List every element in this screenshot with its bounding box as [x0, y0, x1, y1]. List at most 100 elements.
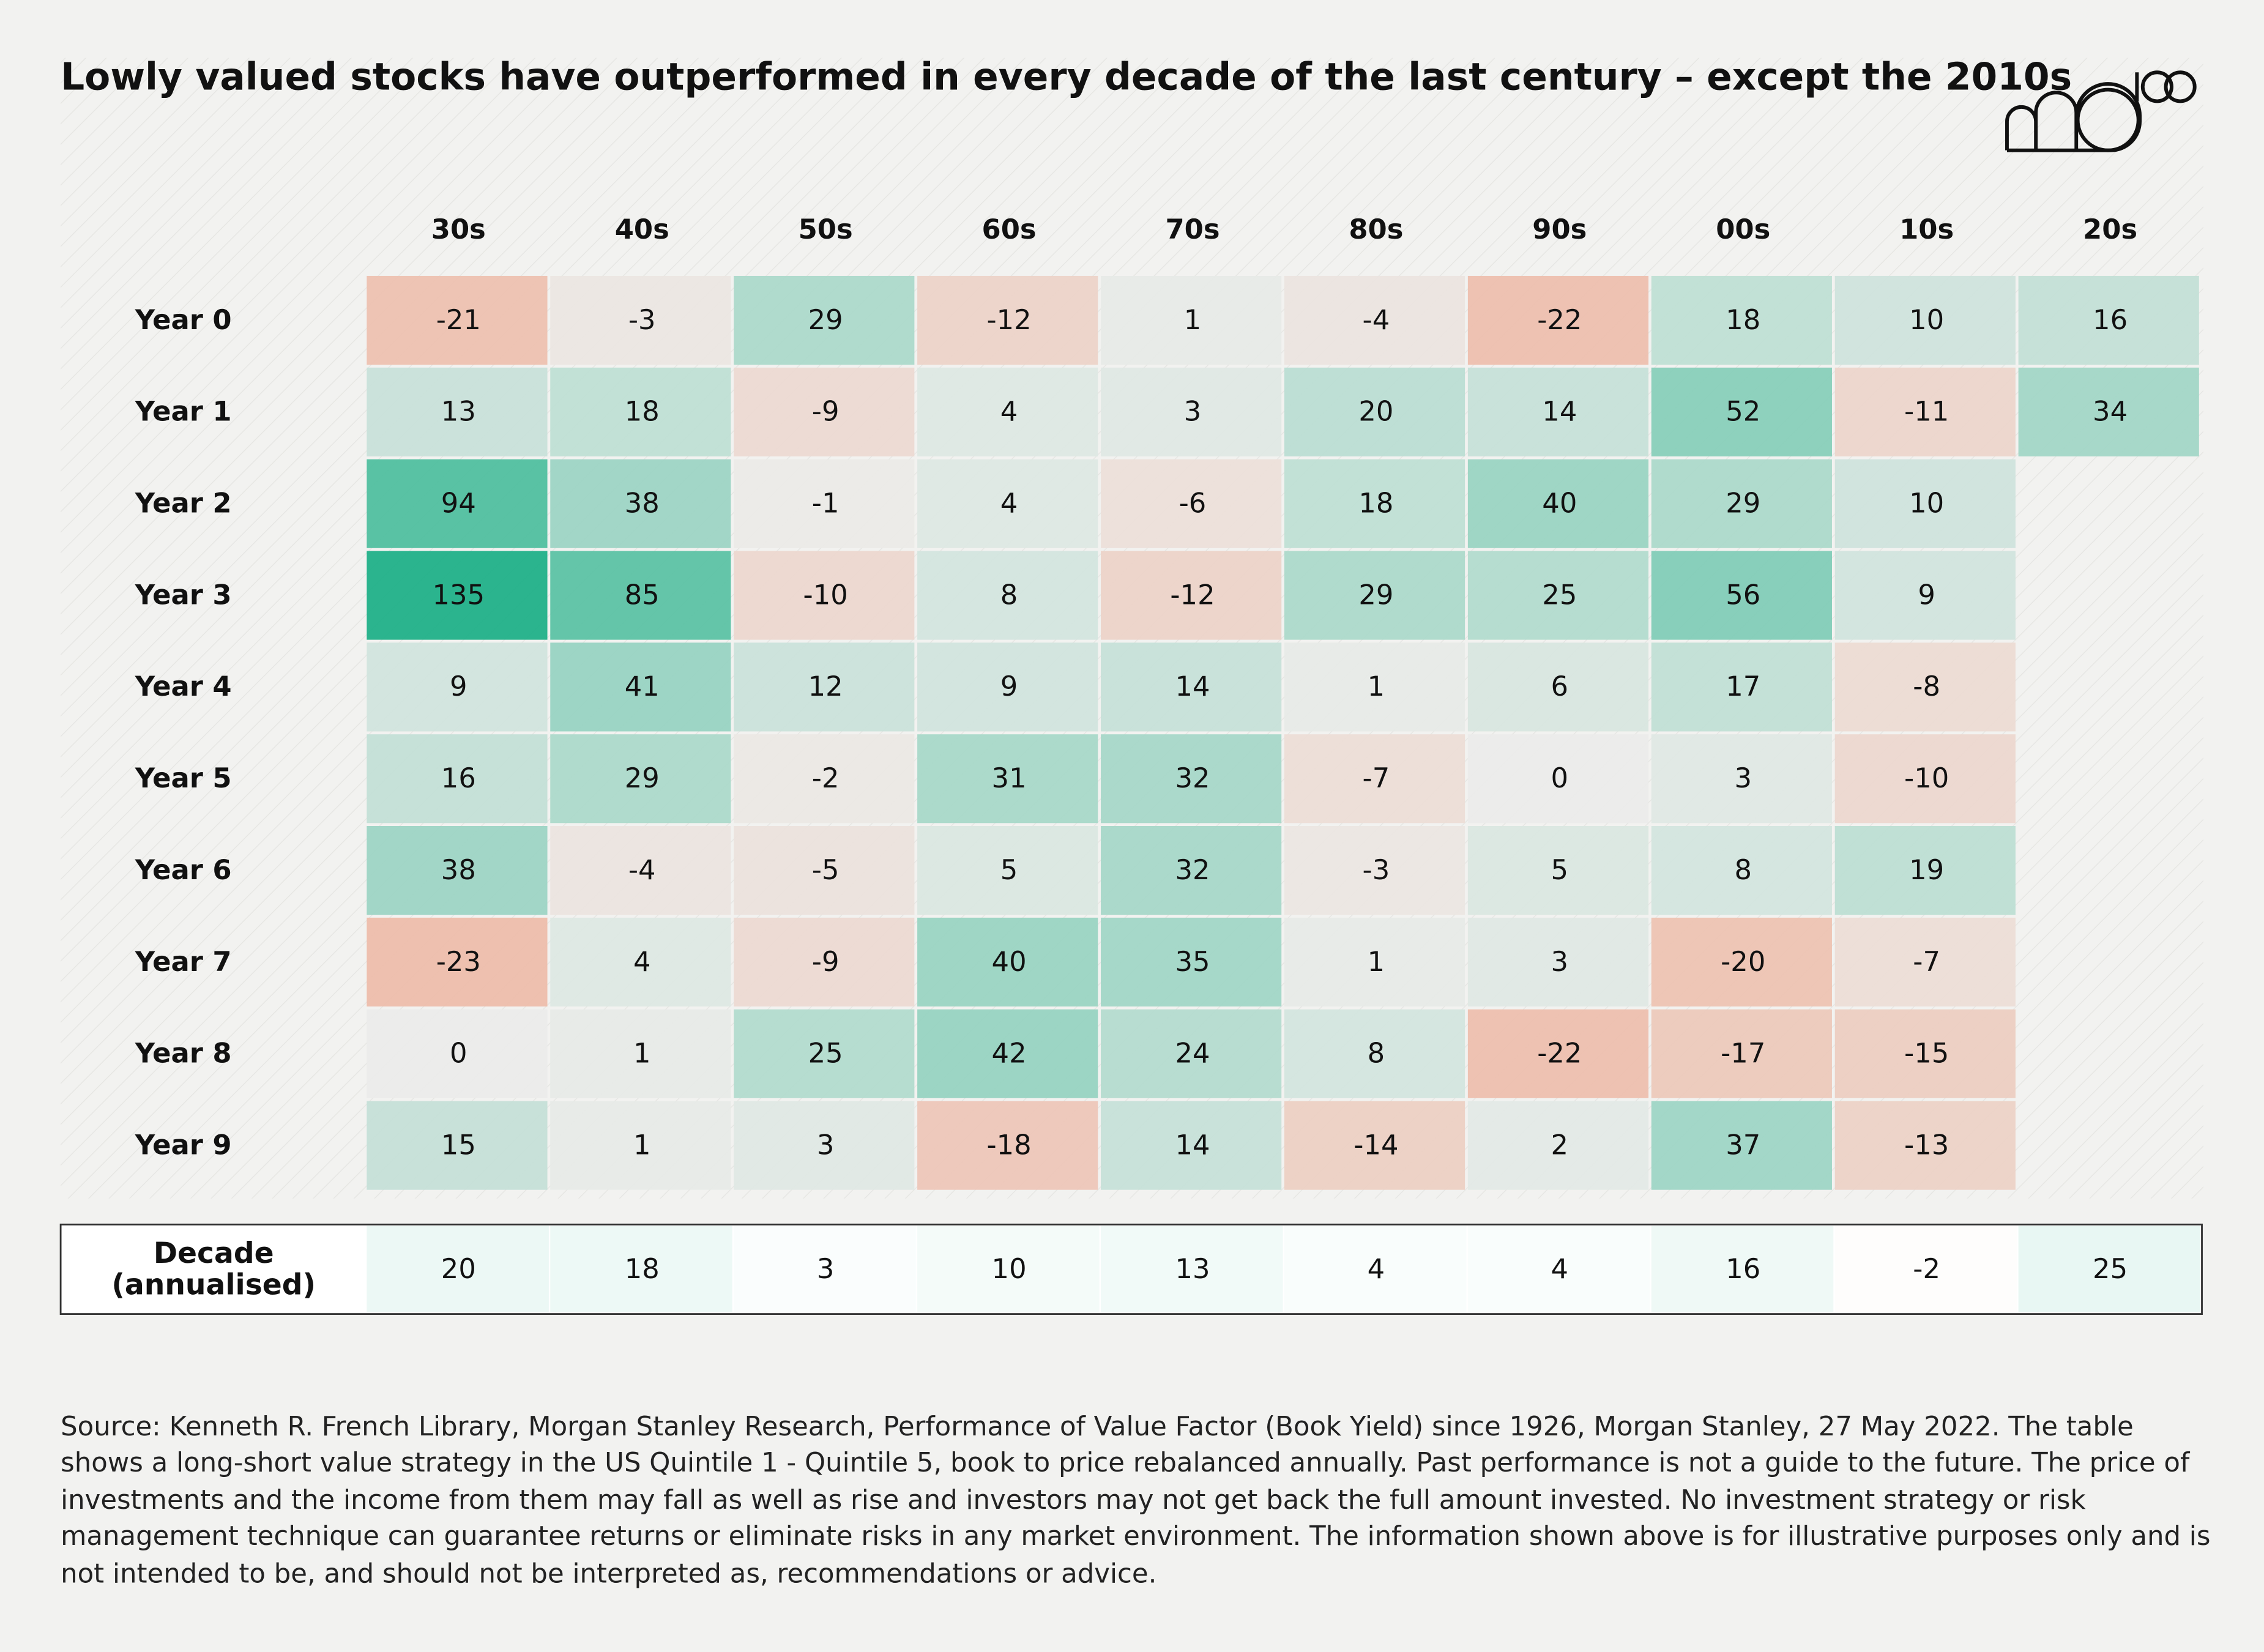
cell-value: -17	[1721, 1037, 1765, 1070]
cell-value: 19	[1909, 854, 1944, 886]
cell	[1467, 275, 1649, 365]
cell	[1651, 367, 1832, 456]
cell-value: -18	[986, 1128, 1031, 1161]
cell	[1284, 1009, 1465, 1098]
cell-value: 13	[441, 395, 476, 428]
cell	[1101, 734, 1282, 824]
cell	[550, 551, 731, 640]
cell	[1284, 275, 1465, 365]
cell-value: -12	[986, 303, 1031, 336]
cell-value: -13	[1904, 1128, 1949, 1161]
cell	[734, 826, 915, 915]
cell	[1284, 917, 1465, 1006]
cell	[1651, 642, 1832, 732]
cell	[1467, 459, 1649, 548]
cell-value: 34	[2093, 395, 2128, 428]
summary-value: 10	[992, 1252, 1027, 1285]
cell-value: -3	[628, 303, 656, 336]
summary-cell	[1651, 1226, 1834, 1313]
cell	[1101, 1101, 1282, 1190]
cell	[367, 1009, 548, 1098]
cell-value: 17	[1726, 670, 1760, 702]
cell-value: 8	[1734, 854, 1752, 886]
cell	[917, 1101, 1098, 1190]
source-note: Source: Kenneth R. French Library, Morga…	[61, 1412, 2211, 1590]
row-label: Year 4	[135, 670, 232, 702]
cell-value: 3	[817, 1128, 835, 1161]
cell	[734, 551, 915, 640]
cell	[1651, 1009, 1832, 1098]
cell	[1467, 826, 1649, 915]
cell	[1834, 642, 2016, 732]
cell-value: 25	[1542, 578, 1577, 611]
cell	[1834, 275, 2016, 365]
cell-value: -22	[1537, 303, 1582, 336]
cell-value: 29	[808, 303, 843, 336]
summary-cell	[550, 1226, 732, 1313]
cell	[367, 642, 548, 732]
cell	[734, 459, 915, 548]
cell-value: -1	[812, 487, 840, 519]
cell-value: 32	[1175, 762, 1210, 794]
cell	[1651, 459, 1832, 548]
cell-value: -10	[803, 578, 848, 611]
row-label: Year 8	[135, 1037, 232, 1070]
row-label: Year 5	[135, 762, 232, 794]
summary-label: (annualised)	[111, 1268, 316, 1302]
cell-value: 16	[2093, 303, 2128, 336]
cell	[367, 734, 548, 824]
column-label: 70s	[1165, 213, 1220, 245]
cell-value: 38	[441, 854, 476, 886]
row-label: Year 7	[135, 945, 232, 978]
cell-value: 16	[441, 762, 476, 794]
cell	[734, 275, 915, 365]
cell	[734, 917, 915, 1006]
cell-value: 38	[625, 487, 660, 519]
cell	[550, 1009, 731, 1098]
cell	[917, 826, 1098, 915]
cell-value: 5	[1551, 854, 1569, 886]
cell	[2018, 367, 2199, 456]
row-label: Year 0	[135, 303, 232, 336]
cell-value: 18	[625, 395, 660, 428]
cell-value: -14	[1354, 1128, 1398, 1161]
summary-cell	[917, 1226, 1100, 1313]
cell	[1834, 826, 2016, 915]
summary-cell	[1284, 1226, 1467, 1313]
cell	[1834, 1101, 2016, 1190]
cell-value: -7	[1913, 945, 1940, 978]
cell	[1834, 917, 2016, 1006]
cell	[550, 1101, 731, 1190]
summary-value: 20	[441, 1252, 476, 1285]
cell-value: 3	[1184, 395, 1202, 428]
cell-value: 8	[1000, 578, 1018, 611]
cell-value: 0	[1551, 762, 1569, 794]
summary-cell	[1467, 1226, 1650, 1313]
summary-cell	[367, 1226, 549, 1313]
cell	[1651, 551, 1832, 640]
cell-value: 29	[625, 762, 660, 794]
cell	[550, 459, 731, 548]
cell-value: 29	[1358, 578, 1393, 611]
summary-value: 25	[2093, 1252, 2128, 1285]
cell-value: 4	[1000, 487, 1018, 519]
cell	[367, 459, 548, 548]
summary-value: 13	[1175, 1252, 1210, 1285]
column-label: 50s	[799, 213, 853, 245]
cell-value: 1	[1184, 303, 1202, 336]
chart-title: Lowly valued stocks have outperformed in…	[61, 56, 2072, 99]
cell	[367, 917, 548, 1006]
cell	[1284, 826, 1465, 915]
summary-cell	[2018, 1226, 2201, 1313]
cell-value: 4	[633, 945, 651, 978]
cell-value: 5	[1000, 854, 1018, 886]
cell-value: 3	[1734, 762, 1752, 794]
cell-value: 9	[1918, 578, 1935, 611]
cell	[367, 367, 548, 456]
cell	[1834, 734, 2016, 824]
cell	[917, 642, 1098, 732]
cell-value: -23	[436, 945, 481, 978]
cell-value: -9	[812, 945, 840, 978]
cell	[1284, 642, 1465, 732]
cell	[1834, 551, 2016, 640]
